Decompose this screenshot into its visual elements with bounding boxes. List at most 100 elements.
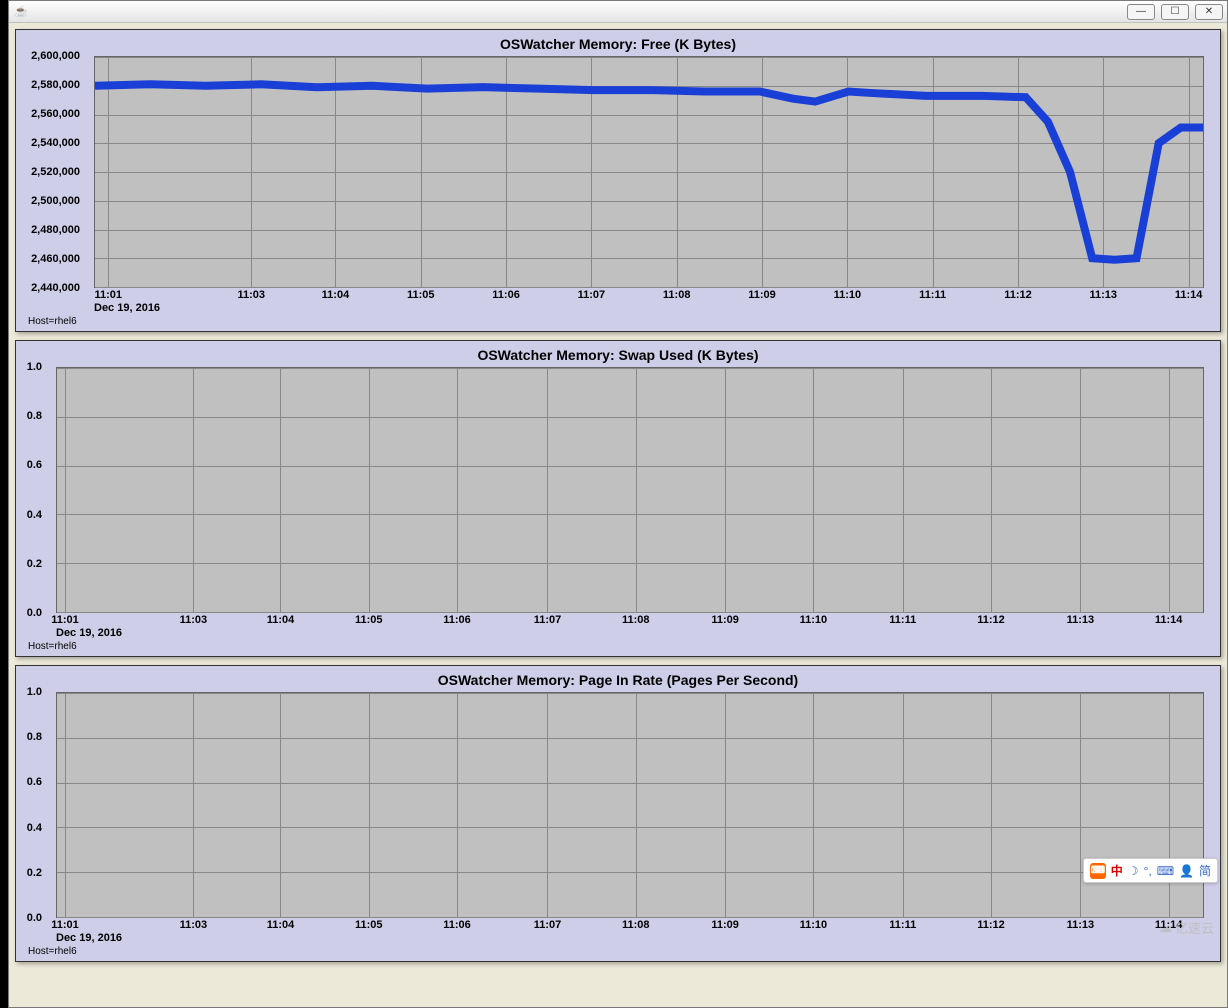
y-tick-label: 2,540,000 xyxy=(16,137,80,149)
plot-area[interactable]: 11:0111:0311:0411:0511:0611:0711:0811:09… xyxy=(56,692,1204,918)
moon-icon: ☽ xyxy=(1128,864,1139,878)
x-tick-label: 11:03 xyxy=(180,919,208,931)
grid-line-v xyxy=(677,57,678,287)
grid-line-h xyxy=(57,783,1203,784)
x-tick-label: 11:04 xyxy=(267,919,295,931)
close-button[interactable]: ✕ xyxy=(1195,4,1223,20)
java-icon: ☕ xyxy=(13,4,29,20)
grid-line-v xyxy=(369,693,370,917)
ime-lang[interactable]: 简 xyxy=(1199,862,1211,879)
y-tick-label: 2,520,000 xyxy=(16,166,80,178)
date-label: Dec 19, 2016 xyxy=(56,932,1210,944)
grid-line-v xyxy=(547,693,548,917)
grid-line-v xyxy=(108,57,109,287)
grid-line-h xyxy=(95,143,1203,144)
chart-panel-1: OSWatcher Memory: Swap Used (K Bytes)0.0… xyxy=(15,340,1221,657)
grid-line-h xyxy=(57,563,1203,564)
x-tick-label: 11:06 xyxy=(492,289,520,301)
maximize-button[interactable]: ☐ xyxy=(1161,4,1189,20)
ime-mode[interactable]: 中 xyxy=(1111,862,1123,879)
x-tick-label: 11:08 xyxy=(622,919,650,931)
grid-line-h xyxy=(57,368,1203,369)
y-tick-label: 2,600,000 xyxy=(16,50,80,62)
y-tick-label: 0.6 xyxy=(16,776,42,788)
grid-line-h xyxy=(95,201,1203,202)
y-tick-label: 2,560,000 xyxy=(16,108,80,120)
chart-title: OSWatcher Memory: Swap Used (K Bytes) xyxy=(26,347,1210,363)
y-tick-label: 0.8 xyxy=(16,731,42,743)
grid-line-h xyxy=(57,466,1203,467)
y-tick-label: 2,460,000 xyxy=(16,253,80,265)
grid-line-h xyxy=(95,287,1203,288)
y-tick-label: 1.0 xyxy=(16,686,42,698)
user-icon: 👤 xyxy=(1179,864,1194,878)
chart-panel-0: OSWatcher Memory: Free (K Bytes)2,440,00… xyxy=(15,29,1221,332)
grid-line-h xyxy=(57,612,1203,613)
watermark: ☁亿速云 xyxy=(1159,918,1214,937)
grid-line-v xyxy=(457,693,458,917)
grid-line-h xyxy=(57,693,1203,694)
x-tick-label: 11:14 xyxy=(1175,289,1203,301)
date-label: Dec 19, 2016 xyxy=(94,302,1210,314)
plot-area[interactable]: 11:0111:0311:0411:0511:0611:0711:0811:09… xyxy=(94,56,1204,288)
titlebar[interactable]: ☕ — ☐ ✕ xyxy=(9,1,1227,23)
grid-line-v xyxy=(1169,693,1170,917)
x-tick-label: 11:05 xyxy=(355,614,383,626)
grid-line-v xyxy=(903,368,904,612)
x-tick-label: 11:06 xyxy=(443,614,471,626)
keyboard-icon: ⌨ xyxy=(1157,864,1174,878)
grid-line-v xyxy=(1080,368,1081,612)
grid-line-v xyxy=(280,693,281,917)
x-tick-label: 11:06 xyxy=(443,919,471,931)
grid-line-h xyxy=(57,917,1203,918)
grid-line-v xyxy=(369,368,370,612)
date-label: Dec 19, 2016 xyxy=(56,627,1210,639)
x-tick-label: 11:12 xyxy=(977,919,1005,931)
x-tick-label: 11:07 xyxy=(578,289,606,301)
y-tick-label: 2,580,000 xyxy=(16,79,80,91)
grid-line-v xyxy=(903,693,904,917)
x-tick-label: 11:05 xyxy=(407,289,435,301)
x-tick-label: 11:01 xyxy=(51,614,79,626)
grid-line-v xyxy=(280,368,281,612)
x-tick-label: 11:11 xyxy=(919,289,946,301)
x-tick-label: 11:03 xyxy=(180,614,208,626)
x-tick-label: 11:01 xyxy=(95,289,123,301)
grid-line-h xyxy=(57,417,1203,418)
plot-wrapper: 11:0111:0311:0411:0511:0611:0711:0811:09… xyxy=(56,367,1204,613)
main-window: ☕ — ☐ ✕ OSWatcher Memory: Free (K Bytes)… xyxy=(8,0,1228,1008)
ime-badge-icon: ⌨ xyxy=(1090,863,1106,879)
x-tick-label: 11:10 xyxy=(800,919,828,931)
plot-wrapper: 11:0111:0311:0411:0511:0611:0711:0811:09… xyxy=(56,692,1204,918)
grid-line-h xyxy=(95,115,1203,116)
grid-line-v xyxy=(591,57,592,287)
grid-line-v xyxy=(991,368,992,612)
grid-line-v xyxy=(65,368,66,612)
grid-line-v xyxy=(1169,368,1170,612)
minimize-button[interactable]: — xyxy=(1127,4,1155,20)
y-tick-label: 2,500,000 xyxy=(16,195,80,207)
grid-line-v xyxy=(65,693,66,917)
x-tick-label: 11:13 xyxy=(1067,614,1095,626)
cloud-icon: ☁ xyxy=(1159,920,1172,936)
grid-line-h xyxy=(95,86,1203,87)
x-tick-label: 11:07 xyxy=(534,614,562,626)
grid-line-v xyxy=(1189,57,1190,287)
grid-line-h xyxy=(57,872,1203,873)
x-tick-label: 11:05 xyxy=(355,919,383,931)
grid-line-h xyxy=(95,57,1203,58)
y-tick-label: 0.0 xyxy=(16,912,42,924)
x-tick-label: 11:01 xyxy=(51,919,79,931)
watermark-text: 亿速云 xyxy=(1175,918,1214,937)
grid-line-v xyxy=(1103,57,1104,287)
x-tick-label: 11:12 xyxy=(1004,289,1032,301)
chart-panel-2: OSWatcher Memory: Page In Rate (Pages Pe… xyxy=(15,665,1221,962)
ime-toolbar[interactable]: ⌨ 中 ☽ °, ⌨ 👤 简 xyxy=(1083,858,1218,883)
grid-line-v xyxy=(813,693,814,917)
plot-area[interactable]: 11:0111:0311:0411:0511:0611:0711:0811:09… xyxy=(56,367,1204,613)
grid-line-v xyxy=(847,57,848,287)
grid-line-h xyxy=(57,738,1203,739)
x-tick-label: 11:14 xyxy=(1155,614,1183,626)
x-tick-label: 11:11 xyxy=(889,614,916,626)
y-tick-label: 0.4 xyxy=(16,822,42,834)
